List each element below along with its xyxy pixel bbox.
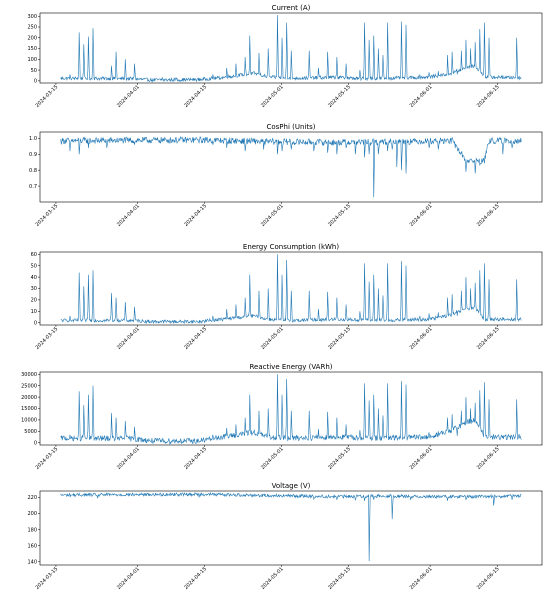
y-tick-label: 30000 — [21, 372, 37, 378]
y-tick-label: 300 — [27, 14, 37, 20]
axes-frame — [39, 131, 543, 203]
subplot-title: Reactive Energy (VARh) — [250, 363, 333, 371]
x-tick-label: 2024-06-01 — [409, 84, 434, 109]
x-tick-label: 2024-06-01 — [409, 566, 434, 591]
subplot-title: CosPhi (Units) — [266, 123, 315, 131]
subplot-2: CosPhi (Units) 0.7 0.8 0.9 1.0 2024-03-15 2024… — [29, 123, 543, 228]
y-tick-label: 250 — [27, 25, 37, 31]
x-tick-label: 2024-03-15 — [35, 446, 60, 471]
axes-frame — [39, 12, 543, 84]
series-line — [60, 254, 522, 325]
y-tick-label: 200 — [27, 35, 37, 41]
series-line — [60, 491, 522, 561]
y-tick-label: 100 — [27, 57, 37, 63]
y-tick-label: 50 — [31, 263, 37, 269]
subplot-3: Energy Consumption (kWh) 0 10 20 30 40 50 60 202… — [31, 243, 543, 351]
x-tick-label: 2024-04-01 — [116, 84, 141, 109]
x-tick-label: 2024-03-15 — [35, 326, 60, 351]
series-line — [60, 374, 522, 445]
series-line — [60, 15, 522, 83]
x-tick-label: 2024-05-15 — [327, 84, 352, 109]
x-tick-label: 2024-04-01 — [116, 203, 141, 228]
x-tick-label: 2024-03-15 — [35, 84, 60, 109]
x-tick-label: 2024-05-15 — [327, 203, 352, 228]
series-line — [60, 136, 522, 198]
y-tick-label: 0.8 — [29, 168, 37, 174]
y-tick-label: 0 — [34, 320, 37, 326]
x-tick-label: 2024-04-15 — [183, 84, 208, 109]
y-tick-label: 0 — [34, 79, 37, 85]
x-tick-label: 2024-06-15 — [476, 566, 501, 591]
x-tick-label: 2024-06-15 — [476, 326, 501, 351]
y-tick-label: 160 — [27, 543, 37, 549]
subplot-4: Reactive Energy (VARh) 0 5000 10000 15000 200… — [21, 363, 543, 471]
x-tick-label: 2024-04-15 — [183, 203, 208, 228]
subplot-1: Current (A) 0 50 100 150 200 250 300 2024-03-15 2… — [27, 4, 543, 109]
y-tick-label: 5000 — [24, 429, 37, 435]
y-tick-label: 0.9 — [29, 152, 37, 158]
x-tick-label: 2024-04-01 — [116, 566, 141, 591]
x-tick-label: 2024-05-15 — [327, 566, 352, 591]
x-tick-label: 2024-05-15 — [327, 326, 352, 351]
x-tick-label: 2024-04-01 — [116, 446, 141, 471]
x-tick-label: 2024-06-01 — [409, 203, 434, 228]
y-tick-label: 30 — [31, 286, 37, 292]
y-tick-label: 25000 — [21, 383, 37, 389]
x-tick-label: 2024-05-15 — [327, 446, 352, 471]
x-tick-label: 2024-05-01 — [260, 566, 285, 591]
x-tick-label: 2024-05-01 — [260, 446, 285, 471]
y-tick-label: 50 — [31, 68, 37, 74]
y-tick-label: 20000 — [21, 395, 37, 401]
subplot-title: Voltage (V) — [272, 482, 311, 490]
x-tick-label: 2024-05-01 — [260, 203, 285, 228]
x-tick-label: 2024-04-15 — [183, 446, 208, 471]
x-tick-label: 2024-06-01 — [409, 446, 434, 471]
x-tick-label: 2024-05-01 — [260, 326, 285, 351]
x-tick-label: 2024-06-15 — [476, 446, 501, 471]
x-tick-label: 2024-04-15 — [183, 566, 208, 591]
subplot-title: Current (A) — [272, 4, 311, 12]
x-tick-label: 2024-06-01 — [409, 326, 434, 351]
x-tick-label: 2024-03-15 — [35, 566, 60, 591]
x-tick-label: 2024-04-01 — [116, 326, 141, 351]
y-tick-label: 140 — [27, 559, 37, 565]
y-tick-label: 220 — [27, 495, 37, 501]
y-tick-label: 60 — [31, 252, 37, 258]
subplot-5: Voltage (V) 140 160 180 200 220 2024-03-15 2024… — [27, 482, 543, 591]
y-tick-label: 150 — [27, 46, 37, 52]
y-tick-label: 10 — [31, 309, 37, 315]
y-tick-label: 15000 — [21, 406, 37, 412]
y-tick-label: 1.0 — [29, 136, 37, 142]
subplot-title: Energy Consumption (kWh) — [243, 243, 339, 251]
y-tick-label: 10000 — [21, 418, 37, 424]
y-tick-label: 180 — [27, 527, 37, 533]
y-tick-label: 0.7 — [29, 184, 37, 190]
axes-frame — [39, 490, 543, 566]
y-tick-label: 0 — [34, 440, 37, 446]
x-tick-label: 2024-06-15 — [476, 203, 501, 228]
x-tick-label: 2024-05-01 — [260, 84, 285, 109]
x-tick-label: 2024-03-15 — [35, 203, 60, 228]
y-tick-label: 20 — [31, 298, 37, 304]
x-tick-label: 2024-04-15 — [183, 326, 208, 351]
x-tick-label: 2024-06-15 — [476, 84, 501, 109]
y-tick-label: 200 — [27, 511, 37, 517]
y-tick-label: 40 — [31, 275, 37, 281]
